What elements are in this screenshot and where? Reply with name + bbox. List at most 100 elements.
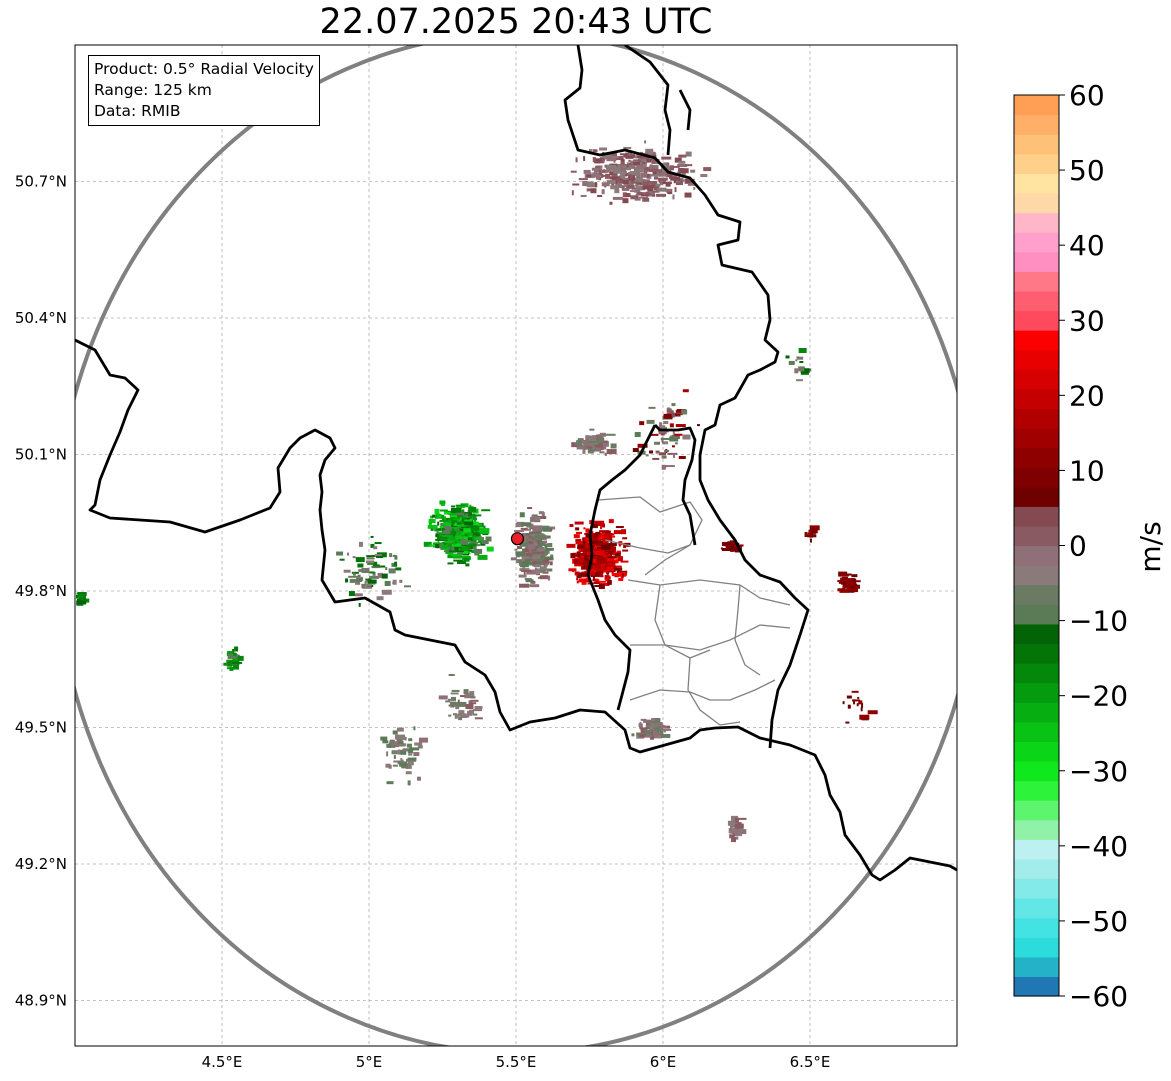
velocity-echo-cell [622, 171, 627, 175]
velocity-echo-cell [596, 558, 607, 564]
velocity-echo-cell [583, 527, 586, 530]
velocity-echo-cell [677, 163, 688, 167]
velocity-echo-cell [578, 178, 588, 181]
velocity-echo-cell [358, 602, 361, 607]
velocity-echo-cell [402, 749, 412, 752]
velocity-echo-cell [389, 742, 392, 748]
velocity-echo-cell [593, 158, 604, 164]
velocity-echo-cell [468, 512, 473, 517]
velocity-echo-cell [542, 571, 549, 574]
velocity-echo-cell [356, 577, 363, 582]
velocity-echo-cell [640, 172, 648, 178]
velocity-echo-cell [582, 180, 588, 186]
velocity-echo-cell [851, 574, 858, 578]
velocity-echo-cell [434, 508, 440, 514]
velocity-echo-cell [525, 539, 528, 544]
velocity-echo-cell [788, 360, 795, 365]
velocity-echo-cell [531, 550, 535, 556]
velocity-echo-cell [578, 578, 588, 583]
velocity-echo-cell [389, 741, 399, 746]
velocity-echo-cell [372, 564, 380, 567]
velocity-echo-cell [640, 183, 644, 186]
velocity-echo-cell [454, 516, 464, 520]
velocity-echo-cell [393, 754, 396, 759]
velocity-echo-cell [649, 165, 659, 169]
velocity-echo-cell [510, 557, 517, 561]
velocity-echo-cell [519, 560, 529, 565]
velocity-echo-cell [595, 571, 599, 577]
velocity-echo-cell [592, 157, 596, 163]
velocity-echo-cell [374, 542, 382, 545]
radar-site-marker [510, 532, 525, 546]
velocity-echo-cell [469, 521, 479, 526]
velocity-echo-cell [662, 441, 669, 445]
velocity-echo-cell [601, 158, 605, 163]
velocity-echo-cell [392, 579, 397, 585]
velocity-echo-cell [544, 556, 554, 561]
velocity-echo-cell [234, 646, 239, 652]
velocity-echo-cell [527, 533, 533, 538]
velocity-echo-cell [601, 182, 610, 187]
velocity-echo-cell [599, 575, 604, 578]
velocity-echo-cell [639, 727, 650, 730]
velocity-echo-cell [584, 444, 587, 450]
velocity-echo-cell [536, 540, 540, 545]
velocity-echo-cell [408, 753, 413, 756]
velocity-echo-cell [600, 535, 604, 538]
velocity-echo-cell [625, 155, 634, 159]
velocity-echo-cell [439, 520, 450, 523]
velocity-echo-cell [445, 700, 451, 703]
velocity-echo-cell [518, 560, 522, 566]
velocity-echo-cell [403, 743, 407, 747]
velocity-echo-cell [684, 192, 692, 198]
velocity-echo-cell [566, 543, 576, 548]
velocity-echo-cell [660, 726, 668, 729]
velocity-echo-cell [444, 511, 452, 515]
velocity-echo-cell [550, 554, 554, 558]
velocity-echo-cell [456, 701, 467, 707]
velocity-echo-cell [593, 169, 597, 173]
velocity-echo-cell [453, 559, 464, 562]
velocity-echo-cell [598, 570, 604, 575]
velocity-echo-cell [446, 543, 453, 548]
velocity-echo-cell [447, 547, 453, 551]
velocity-echo-cell [661, 182, 672, 185]
velocity-echo-cell [524, 557, 527, 560]
velocity-echo-cell [358, 541, 363, 547]
velocity-echo-cell [529, 547, 533, 552]
velocity-echo-cell [533, 533, 544, 536]
velocity-echo-cell [578, 548, 584, 552]
velocity-echo-cell [631, 733, 635, 737]
velocity-echo-cell [644, 173, 651, 176]
velocity-echo-cell [479, 531, 490, 534]
velocity-echo-cell [671, 174, 678, 177]
velocity-echo-cell [531, 549, 539, 553]
velocity-echo-cell [785, 355, 790, 359]
velocity-echo-cell [448, 674, 455, 677]
velocity-echo-cell [635, 185, 642, 191]
velocity-echo-cell [601, 564, 610, 569]
velocity-echo-cell [798, 366, 805, 372]
velocity-echo-cell [352, 572, 356, 576]
velocity-echo-cell [664, 188, 672, 192]
velocity-echo-cell [366, 555, 375, 558]
velocity-echo-cell [657, 187, 667, 192]
velocity-echo-cell [650, 174, 659, 177]
velocity-echo-cell [455, 533, 462, 539]
velocity-echo-cell [592, 537, 600, 543]
velocity-echo-cell [374, 554, 382, 558]
velocity-echo-cell [809, 525, 820, 531]
velocity-echo-cell [652, 190, 660, 193]
velocity-echo-cell [622, 192, 627, 198]
velocity-echo-cell [454, 713, 458, 719]
velocity-echo-cell [437, 515, 441, 519]
velocity-echo-cell [471, 541, 479, 544]
velocity-echo-cell [481, 540, 489, 545]
lon-tick-label: 6°E [650, 1053, 677, 1071]
velocity-echo-cell [457, 561, 467, 565]
velocity-echo-cell [648, 720, 653, 723]
velocity-echo-cell [591, 548, 602, 551]
velocity-echo-cell [583, 156, 586, 162]
velocity-echo-cell [594, 563, 602, 569]
velocity-echo-cell [588, 556, 599, 560]
